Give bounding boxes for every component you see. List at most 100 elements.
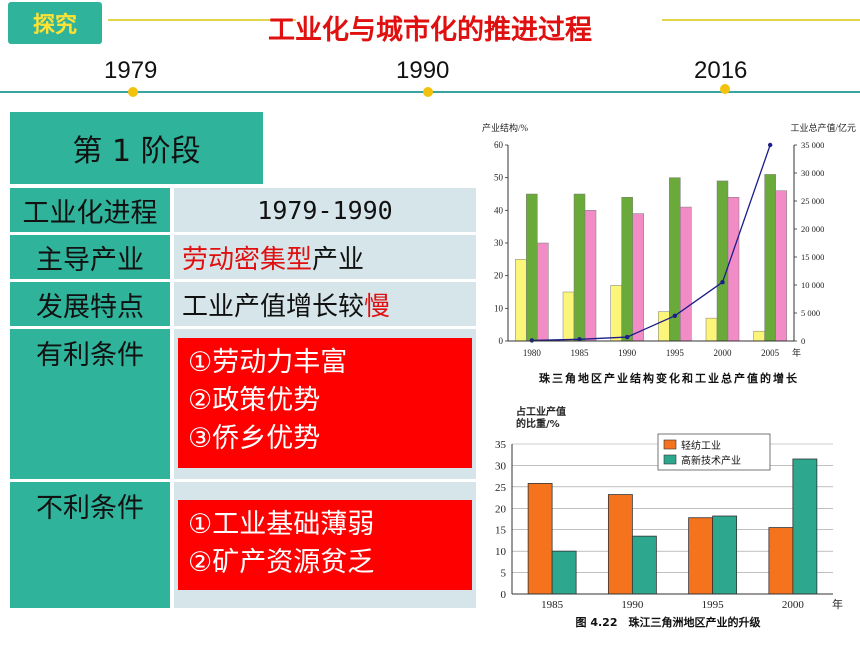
y-tick-label: 40 xyxy=(494,205,504,215)
y-axis-label-cont: 的比重/% xyxy=(516,417,560,430)
bar xyxy=(688,517,714,595)
y-tick-label: 15 xyxy=(495,525,507,537)
legend-label: 高新技术产业 xyxy=(681,454,741,467)
bar xyxy=(573,193,586,342)
y-tick-label: 10 xyxy=(494,303,504,313)
y-tick-label: 5 xyxy=(501,568,507,580)
x-tick-label: 1990 xyxy=(621,599,644,611)
timeline-year-2016: 2016 xyxy=(694,57,748,84)
x-tick-label: 1985 xyxy=(541,599,564,611)
y-tick-label: 0 xyxy=(499,336,504,346)
characteristics-highlight: 慢 xyxy=(364,291,391,322)
row-label-leading-industry: 主导产业 xyxy=(10,235,170,279)
advantage-item: ③侨乡优势 xyxy=(188,423,321,454)
legend-swatch xyxy=(663,454,677,465)
y2-tick-label: 0 xyxy=(801,336,805,346)
leading-industry-rest: 产业 xyxy=(312,244,365,275)
y-tick-label: 25 xyxy=(495,482,507,494)
bar xyxy=(680,206,692,342)
row-value-industrialization: 1979-1990 xyxy=(174,188,476,232)
y-tick-label: 20 xyxy=(495,503,507,515)
bar xyxy=(716,180,729,342)
disadvantages-box: ①工业基础薄弱 ②矿产资源贫乏 xyxy=(178,500,472,590)
bar xyxy=(712,515,738,595)
output-point xyxy=(577,337,582,342)
x-tick-label: 1990 xyxy=(618,348,637,358)
bar xyxy=(537,242,549,342)
y2-tick-label: 25 000 xyxy=(801,196,824,206)
bar xyxy=(527,483,553,595)
row-value-leading-industry: 劳动密集型 产业 xyxy=(174,235,476,279)
y-tick-label: 35 xyxy=(495,439,507,451)
y2-tick-label: 15 000 xyxy=(801,252,824,262)
x-tick-label: 1995 xyxy=(666,348,685,358)
bar xyxy=(526,193,538,342)
bar xyxy=(705,317,718,342)
y2-tick-label: 20 000 xyxy=(801,224,824,234)
output-point xyxy=(624,334,630,340)
bar xyxy=(607,494,633,595)
row-label-advantages: 有利条件 xyxy=(10,329,170,479)
y-tick-label: 0 xyxy=(501,589,507,601)
output-point xyxy=(672,313,678,318)
bar xyxy=(621,197,633,342)
row-value-characteristics: 工业产值增长较慢 xyxy=(174,282,476,326)
timeline-dot-1979 xyxy=(128,87,138,97)
advantages-box: ①劳动力丰富 ②政策优势 ③侨乡优势 xyxy=(178,338,472,468)
bar xyxy=(610,285,622,342)
industry-structure-chart: 产业结构/% 工业总产值/亿元 0 10 20 30 40 50 60 0 5 000 10 000 1… xyxy=(482,122,856,385)
bar xyxy=(764,174,776,342)
bar xyxy=(562,291,575,342)
row-label-characteristics: 发展特点 xyxy=(10,282,170,326)
bar xyxy=(775,190,787,342)
x-tick-label: 1980 xyxy=(523,348,542,358)
output-point xyxy=(720,280,725,285)
page-title: 工业化与城市化的推进过程 xyxy=(268,15,592,46)
chart-caption: 珠三角地区产业结构变化和工业总产值的增长 xyxy=(539,371,799,385)
timeline-year-1979: 1979 xyxy=(104,57,158,84)
header-line-left xyxy=(108,19,296,21)
y2-tick-label: 10 000 xyxy=(801,280,824,290)
advantage-item: ①劳动力丰富 xyxy=(188,347,348,378)
y-tick-label: 10 xyxy=(495,546,507,558)
explore-tag: 探究 xyxy=(8,2,102,44)
row-label-industrialization: 工业化进程 xyxy=(10,188,170,232)
y-axis-label: 占工业产值 xyxy=(516,405,566,418)
y2-tick-label: 5 000 xyxy=(801,308,820,318)
bar xyxy=(768,527,794,595)
y-tick-label: 50 xyxy=(494,173,504,183)
output-point xyxy=(767,142,773,148)
legend-label: 轻纺工业 xyxy=(681,439,721,452)
output-line xyxy=(531,144,771,342)
bar xyxy=(551,550,577,595)
y-tick-label: 30 xyxy=(494,238,504,248)
legend-box xyxy=(657,433,771,471)
bar xyxy=(584,210,597,342)
row-label-disadvantages: 不利条件 xyxy=(10,482,170,608)
x-tick-label: 2000 xyxy=(782,599,805,611)
y-tick-label: 60 xyxy=(494,140,504,150)
output-point xyxy=(529,338,535,343)
legend-swatch xyxy=(663,439,677,450)
x-unit-label: 年 xyxy=(792,347,801,358)
x-tick-label: 2000 xyxy=(714,348,733,358)
advantage-item: ②政策优势 xyxy=(188,385,321,416)
bar xyxy=(631,535,657,595)
stage-label: 第 1 阶段 xyxy=(10,112,263,184)
bar xyxy=(515,259,527,342)
x-unit-label: 年 xyxy=(832,597,843,611)
disadvantage-item: ①工业基础薄弱 xyxy=(188,509,375,540)
timeline-year-1990: 1990 xyxy=(396,57,450,84)
y2-tick-label: 30 000 xyxy=(801,168,824,178)
characteristics-rest: 工业产值增长较 xyxy=(182,291,365,322)
bar xyxy=(658,311,670,342)
header-line-right xyxy=(662,19,860,21)
y-axis-label-left: 产业结构/% xyxy=(482,122,529,133)
timeline-dot-1990 xyxy=(423,87,433,97)
y-tick-label: 20 xyxy=(494,271,504,281)
bar xyxy=(753,330,765,342)
bar xyxy=(632,213,644,342)
leading-industry-highlight: 劳动密集型 xyxy=(182,244,313,275)
disadvantage-item: ②矿产资源贫乏 xyxy=(188,547,375,578)
